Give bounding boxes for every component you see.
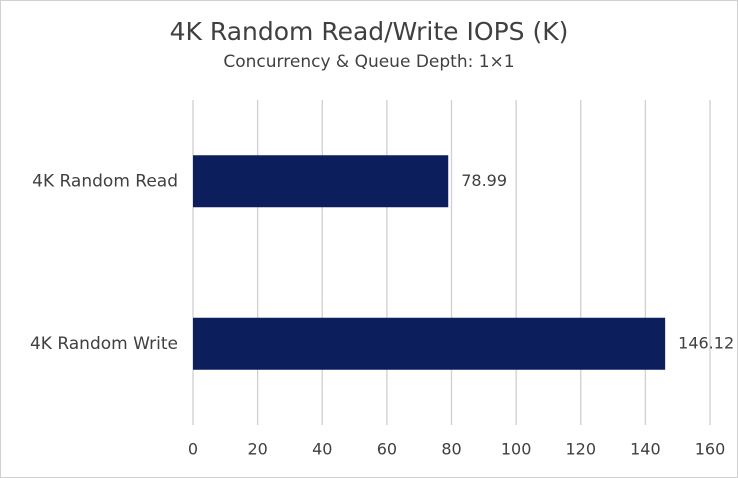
value-label: 146.12 bbox=[678, 333, 734, 352]
x-tick-label: 120 bbox=[565, 440, 596, 459]
bar bbox=[193, 317, 666, 370]
chart-title: 4K Random Read/Write IOPS (K) bbox=[170, 17, 569, 46]
x-tick-label: 20 bbox=[247, 440, 267, 459]
x-tick-label: 160 bbox=[695, 440, 726, 459]
y-tick-label: 4K Random Read bbox=[32, 171, 178, 191]
x-tick-label: 40 bbox=[312, 440, 332, 459]
x-tick-label: 100 bbox=[501, 440, 532, 459]
x-tick-label: 80 bbox=[441, 440, 461, 459]
y-tick-label: 4K Random Write bbox=[30, 334, 178, 354]
x-tick-label: 60 bbox=[377, 440, 397, 459]
x-tick-label: 140 bbox=[630, 440, 661, 459]
x-tick-label: 0 bbox=[188, 440, 198, 459]
bar bbox=[193, 155, 449, 208]
chart-subtitle: Concurrency & Queue Depth: 1×1 bbox=[223, 52, 514, 72]
value-label: 78.99 bbox=[461, 171, 507, 190]
